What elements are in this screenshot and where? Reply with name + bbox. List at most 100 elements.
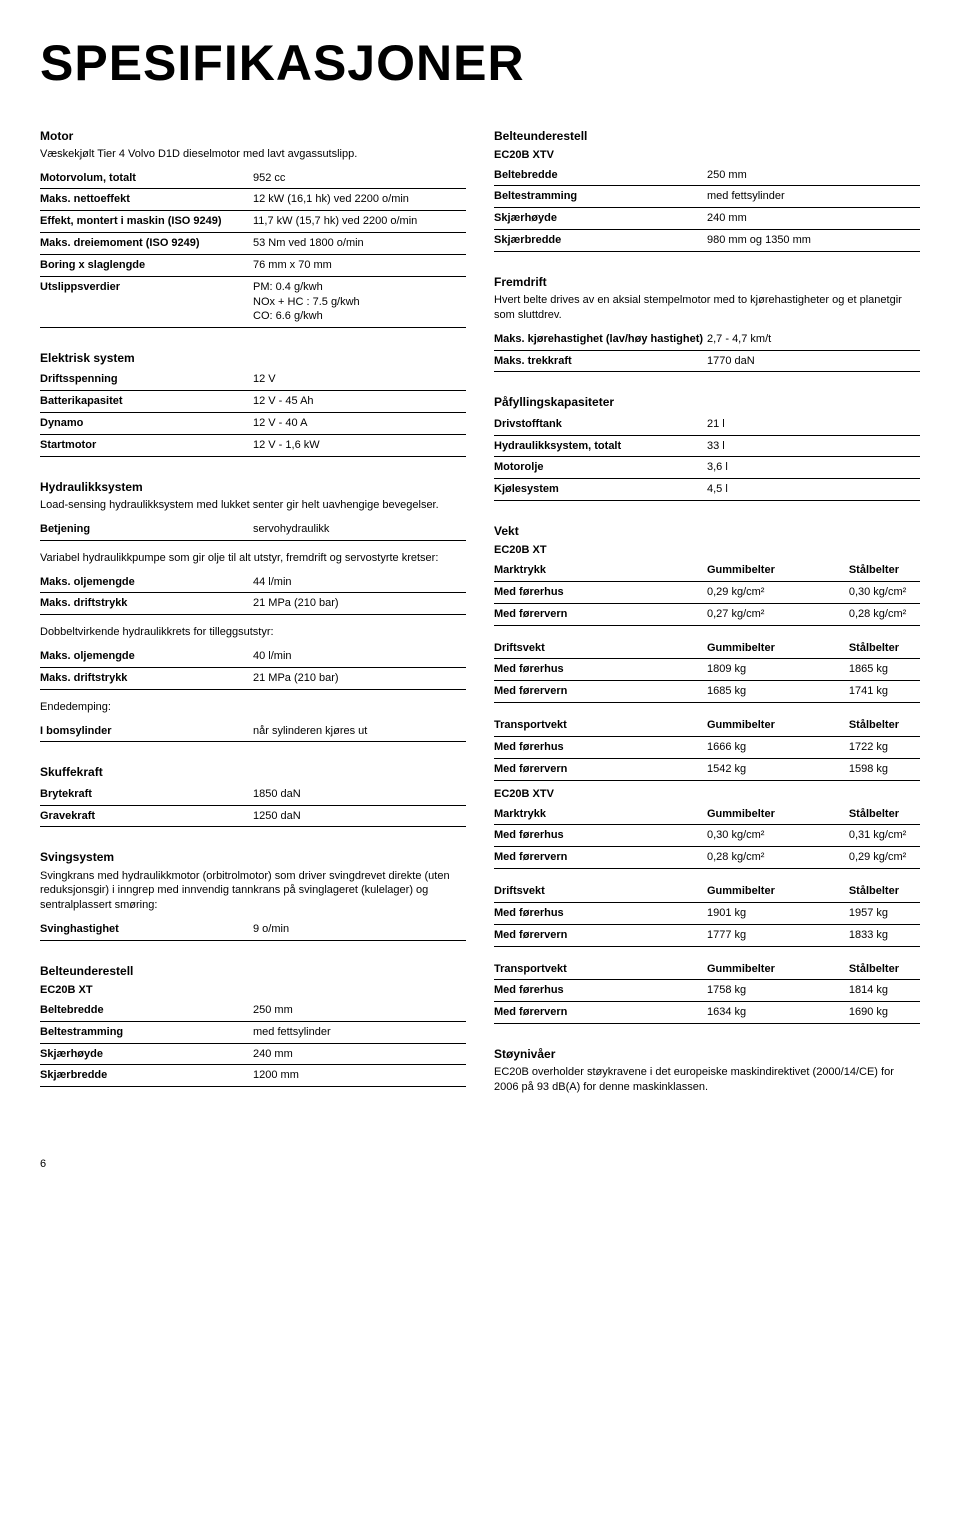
fremdrift-section: Fremdrift Hvert belte drives av en aksia… <box>494 274 920 373</box>
table-header-row: MarktrykkGummibelterStålbelter <box>494 560 920 581</box>
weight-table: MarktrykkGummibelterStålbelterMed førerh… <box>494 560 920 626</box>
kapasitet-table: Drivstofftank21 lHydraulikksystem, total… <box>494 414 920 501</box>
table-row: Hydraulikksystem, totalt33 l <box>494 435 920 457</box>
spec-value: 76 mm x 70 mm <box>253 254 466 276</box>
weight-value: 1685 kg <box>707 681 849 703</box>
spec-value: 12 V <box>253 369 466 390</box>
weight-value: 0,31 kg/cm² <box>849 825 920 847</box>
spec-value: 21 MPa (210 bar) <box>253 593 466 615</box>
spec-value: 21 l <box>707 414 920 435</box>
weight-row-label: Med førerhus <box>494 736 707 758</box>
hydraulikk-table2: Maks. oljemengde44 l/minMaks. driftstryk… <box>40 572 466 616</box>
sving-heading: Svingsystem <box>40 849 466 865</box>
weight-group-title: Driftsvekt <box>494 638 707 659</box>
spec-value: 12 V - 1,6 kW <box>253 435 466 457</box>
spec-label: Batterikapasitet <box>40 391 253 413</box>
table-row: Batterikapasitet12 V - 45 Ah <box>40 391 466 413</box>
weight-row-label: Med førerhus <box>494 902 707 924</box>
spec-label: Maks. driftstrykk <box>40 667 253 689</box>
spec-label: Brytekraft <box>40 784 253 805</box>
spec-label: Skjærhøyde <box>494 208 707 230</box>
table-row: Med førervern1685 kg1741 kg <box>494 681 920 703</box>
spec-label: Dynamo <box>40 413 253 435</box>
spec-label: Maks. driftstrykk <box>40 593 253 615</box>
belte-xtv-heading: Belteunderestell <box>494 128 920 144</box>
spec-label: Maks. nettoeffekt <box>40 189 253 211</box>
fremdrift-heading: Fremdrift <box>494 274 920 290</box>
weight-value: 1598 kg <box>849 758 920 780</box>
weight-group-title: Transportvekt <box>494 959 707 980</box>
weight-value: 1814 kg <box>849 980 920 1002</box>
weight-value: 1542 kg <box>707 758 849 780</box>
weight-col2: Stålbelter <box>849 560 920 581</box>
spec-value: 53 Nm ved 1800 o/min <box>253 233 466 255</box>
spec-value: 4,5 l <box>707 479 920 501</box>
spec-label: Skjærhøyde <box>40 1043 253 1065</box>
weight-value: 1758 kg <box>707 980 849 1002</box>
spec-label: Kjølesystem <box>494 479 707 501</box>
spec-value: 21 MPa (210 bar) <box>253 667 466 689</box>
weight-value: 1666 kg <box>707 736 849 758</box>
spec-label: Motorolje <box>494 457 707 479</box>
left-column: Motor Væskekjølt Tier 4 Volvo D1D diesel… <box>40 128 466 1117</box>
sving-table: Svinghastighet9 o/min <box>40 919 466 941</box>
spec-value: 240 mm <box>253 1043 466 1065</box>
table-row: I bomsylindernår sylinderen kjøres ut <box>40 721 466 742</box>
spec-value: servohydraulikk <box>253 519 466 540</box>
spec-label: I bomsylinder <box>40 721 253 742</box>
table-row: Beltebredde250 mm <box>494 165 920 186</box>
weight-value: 0,27 kg/cm² <box>707 603 849 625</box>
table-row: Med førerhus1666 kg1722 kg <box>494 736 920 758</box>
table-row: Med førerhus1758 kg1814 kg <box>494 980 920 1002</box>
spec-value: når sylinderen kjøres ut <box>253 721 466 742</box>
table-row: Maks. oljemengde44 l/min <box>40 572 466 593</box>
table-row: Maks. oljemengde40 l/min <box>40 646 466 667</box>
spec-label: Hydraulikksystem, totalt <box>494 435 707 457</box>
table-row: Med førervern0,27 kg/cm²0,28 kg/cm² <box>494 603 920 625</box>
weight-group-title: Driftsvekt <box>494 881 707 902</box>
weight-value: 1722 kg <box>849 736 920 758</box>
hydraulikk-desc3: Dobbeltvirkende hydraulikkrets for tille… <box>40 625 466 640</box>
table-row: Med førervern1542 kg1598 kg <box>494 758 920 780</box>
weight-col2: Stålbelter <box>849 715 920 736</box>
stoy-heading: Støynivåer <box>494 1046 920 1062</box>
spec-value: 952 cc <box>253 168 466 189</box>
spec-label: Driftsspenning <box>40 369 253 390</box>
weight-row-label: Med førerhus <box>494 980 707 1002</box>
spec-label: Skjærbredde <box>40 1065 253 1087</box>
spec-value: 40 l/min <box>253 646 466 667</box>
right-column: Belteunderestell EC20B XTV Beltebredde25… <box>494 128 920 1117</box>
weight-value: 0,29 kg/cm² <box>707 581 849 603</box>
hydraulikk-table4: I bomsylindernår sylinderen kjøres ut <box>40 721 466 743</box>
spec-label: Svinghastighet <box>40 919 253 940</box>
table-row: Maks. trekkraft1770 daN <box>494 350 920 372</box>
table-row: Gravekraft1250 daN <box>40 805 466 827</box>
sving-section: Svingsystem Svingkrans med hydraulikkmot… <box>40 849 466 941</box>
kapasitet-section: Påfyllingskapasiteter Drivstofftank21 lH… <box>494 394 920 501</box>
spec-label: Drivstofftank <box>494 414 707 435</box>
table-row: Motorolje3,6 l <box>494 457 920 479</box>
spec-label: Maks. oljemengde <box>40 646 253 667</box>
weight-col1: Gummibelter <box>707 638 849 659</box>
weight-group-title: Marktrykk <box>494 804 707 825</box>
weight-col2: Stålbelter <box>849 881 920 902</box>
spec-value: 2,7 - 4,7 km/t <box>707 329 920 350</box>
weight-col2: Stålbelter <box>849 804 920 825</box>
vekt-xtv-groups: MarktrykkGummibelterStålbelterMed førerh… <box>494 804 920 1025</box>
spec-label: Beltestramming <box>494 186 707 208</box>
weight-value: 1809 kg <box>707 659 849 681</box>
weight-row-label: Med førervern <box>494 603 707 625</box>
weight-group-title: Marktrykk <box>494 560 707 581</box>
spec-value: 1850 daN <box>253 784 466 805</box>
weight-col1: Gummibelter <box>707 959 849 980</box>
weight-col1: Gummibelter <box>707 881 849 902</box>
spec-label: Maks. trekkraft <box>494 350 707 372</box>
table-row: Startmotor12 V - 1,6 kW <box>40 435 466 457</box>
weight-row-label: Med førervern <box>494 681 707 703</box>
weight-col1: Gummibelter <box>707 560 849 581</box>
skuffe-table: Brytekraft1850 daNGravekraft1250 daN <box>40 784 466 828</box>
weight-table: MarktrykkGummibelterStålbelterMed førerh… <box>494 804 920 870</box>
table-header-row: MarktrykkGummibelterStålbelter <box>494 804 920 825</box>
table-row: Med førervern1634 kg1690 kg <box>494 1002 920 1024</box>
spec-label: Beltestramming <box>40 1021 253 1043</box>
